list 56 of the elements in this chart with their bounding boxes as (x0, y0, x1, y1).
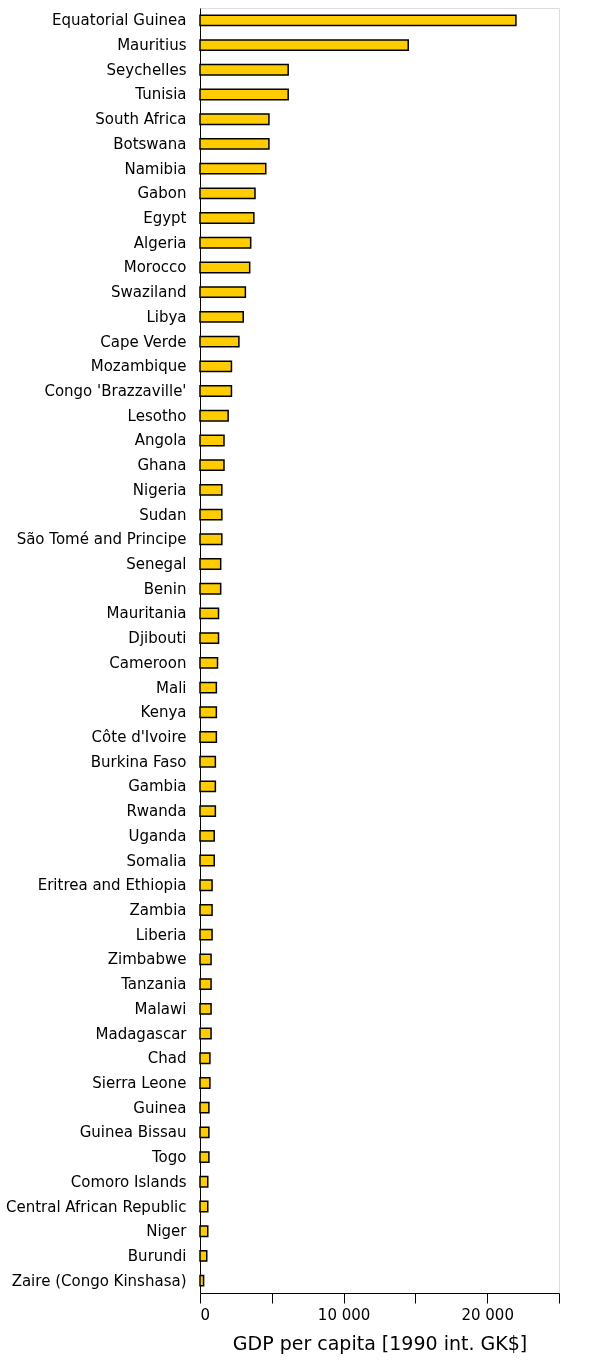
y-tick-label: Malawi (134, 999, 187, 1018)
y-tick-label: Seychelles (106, 60, 187, 79)
y-tick-label: Senegal (126, 555, 187, 574)
y-tick-label: Angola (134, 431, 187, 450)
y-tick-label: Kenya (140, 703, 187, 722)
y-tick-label: Guinea Bissau (79, 1123, 187, 1142)
y-tick-label: Djibouti (128, 629, 187, 648)
y-tick-label: Libya (146, 307, 187, 326)
y-tick-label: Eritrea and Ethiopia (37, 876, 187, 895)
x-tick-label: 0 (200, 1305, 211, 1324)
y-tick-label: Burundi (127, 1246, 187, 1265)
y-tick-label: São Tomé and Principe (16, 530, 187, 549)
x-tick-label: 10 000 (317, 1305, 371, 1324)
y-tick-label: Uganda (128, 826, 187, 845)
y-tick-label: Congo 'Brazzaville' (44, 382, 187, 401)
y-tick-label: Morocco (123, 258, 187, 277)
y-tick-label: Sierra Leone (92, 1073, 187, 1092)
y-tick-label: Cape Verde (100, 332, 187, 351)
y-tick-label: Côte d'Ivoire (91, 727, 187, 746)
y-tick-label: Mauritania (106, 604, 187, 623)
y-tick-label: Benin (143, 579, 187, 598)
y-tick-label: Togo (151, 1148, 187, 1167)
y-tick-label: Equatorial Guinea (52, 11, 187, 30)
y-tick-label: Zimbabwe (107, 950, 187, 969)
y-tick-label: Namibia (124, 159, 187, 178)
y-tick-label: Zaire (Congo Kinshasa) (11, 1271, 187, 1290)
y-tick-label: Comoro Islands (70, 1172, 187, 1191)
y-tick-label: Mali (156, 678, 187, 697)
y-tick-label: Gambia (128, 777, 187, 796)
y-tick-label: Sudan (139, 505, 187, 524)
y-tick-label: Liberia (135, 925, 187, 944)
y-tick-label: Egypt (143, 209, 187, 228)
y-tick-label: Rwanda (126, 802, 187, 821)
y-tick-label: Zambia (129, 900, 187, 919)
y-tick-label: Tunisia (134, 85, 187, 104)
y-tick-label: Gabon (137, 184, 187, 203)
y-tick-label: Central African Republic (5, 1197, 187, 1216)
y-tick-label: Guinea (133, 1098, 187, 1117)
y-tick-label: Niger (146, 1222, 188, 1241)
y-tick-label: South Africa (95, 110, 187, 129)
y-tick-label: Tanzania (120, 975, 187, 994)
y-tick-label: Cameroon (109, 653, 187, 672)
y-tick-label: Botswana (113, 134, 187, 153)
y-tick-label: Mauritius (117, 36, 187, 55)
y-tick-label: Chad (147, 1049, 187, 1068)
x-tick-label: 20 000 (461, 1305, 514, 1324)
y-tick-label: Algeria (133, 233, 187, 252)
y-tick-label: Nigeria (132, 480, 187, 499)
y-tick-label: Mozambique (90, 357, 187, 376)
y-tick-label: Ghana (137, 456, 187, 475)
y-tick-label: Swaziland (111, 283, 187, 302)
x-axis-title: GDP per capita [1990 int. GK$] (232, 1331, 528, 1354)
y-tick-label: Burkina Faso (90, 752, 187, 771)
y-tick-label: Madagascar (95, 1024, 188, 1043)
y-tick-label: Somalia (126, 851, 187, 870)
y-tick-label: Lesotho (127, 406, 187, 425)
